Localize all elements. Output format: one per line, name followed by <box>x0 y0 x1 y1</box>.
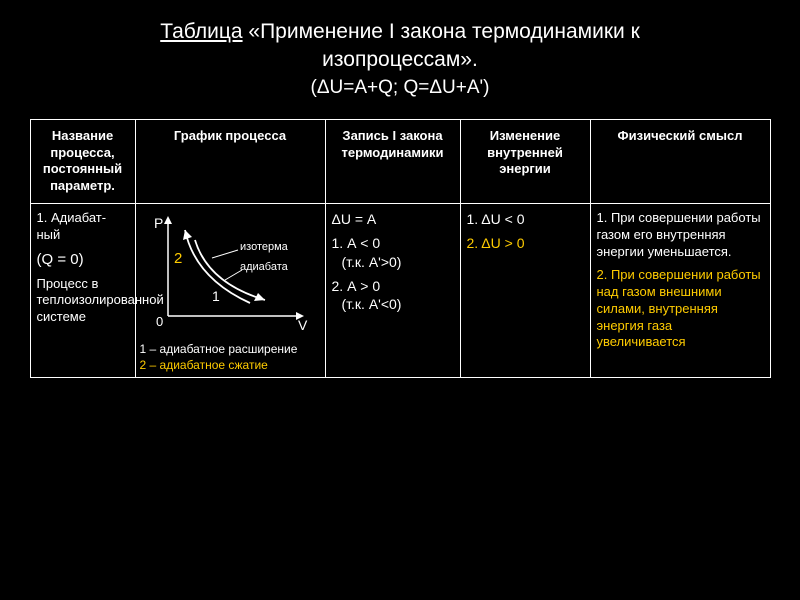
title-underlined: Таблица <box>160 20 242 43</box>
fiz-l1: 1. При совершении работы газом его внутр… <box>597 210 764 261</box>
header-graph: График процесса <box>135 119 325 204</box>
caption-1: 1 – адиабатное расширение <box>140 342 321 358</box>
curve2-number: 2 <box>174 250 182 267</box>
fiz-l2: 2. При совершении работы над газом внешн… <box>597 267 764 351</box>
adiabata-label: адиабата <box>240 261 289 273</box>
caption-2: 2 – адиабатное сжатие <box>140 358 321 374</box>
page-title: Таблица «Применение I закона термодинами… <box>30 18 770 75</box>
zakon-l1: ΔU = А <box>332 210 454 228</box>
zakon-l2: 1. А < 0 <box>332 234 454 252</box>
name-line1: 1. Адиабат-ный <box>37 210 129 244</box>
p-axis-label: P <box>154 215 163 231</box>
curve-2-arrow <box>183 230 192 240</box>
zakon-l3: 2. А > 0 <box>332 277 454 295</box>
header-fiz: Физический смысл <box>590 119 770 204</box>
cell-fiz: 1. При совершении работы газом его внутр… <box>590 204 770 378</box>
cell-zakon: ΔU = А 1. А < 0 (т.к. А'>0) 2. А > 0 (т.… <box>325 204 460 378</box>
isoterma-label: изотерма <box>240 241 289 253</box>
title-sub: (ΔU=А+Q; Q=ΔU+А') <box>30 77 770 99</box>
y-axis-arrow <box>164 216 172 224</box>
title-block: Таблица «Применение I закона термодинами… <box>0 0 800 111</box>
header-name: Название процесса, постоянный параметр. <box>30 119 135 204</box>
origin-label: 0 <box>156 314 163 329</box>
header-zakon: Запись I закона термодинамики <box>325 119 460 204</box>
pv-graph-svg: P V 0 1 2 изотерма адиабата <box>140 208 318 338</box>
cell-graph: P V 0 1 2 изотерма адиабата 1 – адиабатн… <box>135 204 325 378</box>
isoterma-pointer <box>212 250 238 258</box>
zakon-l3b: (т.к. А'<0) <box>332 295 454 313</box>
pv-graph: P V 0 1 2 изотерма адиабата <box>140 208 318 338</box>
graph-caption: 1 – адиабатное расширение 2 – адиабатное… <box>140 342 321 373</box>
curve1-number: 1 <box>212 288 220 304</box>
header-izm: Изменение внутренней энергии <box>460 119 590 204</box>
table-header-row: Название процесса, постоянный параметр. … <box>30 119 770 204</box>
zakon-l2b: (т.к. А'>0) <box>332 253 454 271</box>
name-q: (Q = 0) <box>37 250 129 270</box>
title-rest1: «Применение I закона термодинамики к <box>243 20 640 43</box>
table-row: 1. Адиабат-ный (Q = 0) Процесс в теплоиз… <box>30 204 770 378</box>
name-line2: Процесс в теплоизолированной системе <box>37 276 129 327</box>
v-axis-label: V <box>298 317 308 333</box>
thermo-table: Название процесса, постоянный параметр. … <box>30 119 771 379</box>
cell-izm: 1. ΔU < 0 2. ΔU > 0 <box>460 204 590 378</box>
title-line2: изопроцессам». <box>322 48 478 71</box>
izm-l2: 2. ΔU > 0 <box>467 234 584 252</box>
cell-name: 1. Адиабат-ный (Q = 0) Процесс в теплоиз… <box>30 204 135 378</box>
izm-l1: 1. ΔU < 0 <box>467 210 584 228</box>
